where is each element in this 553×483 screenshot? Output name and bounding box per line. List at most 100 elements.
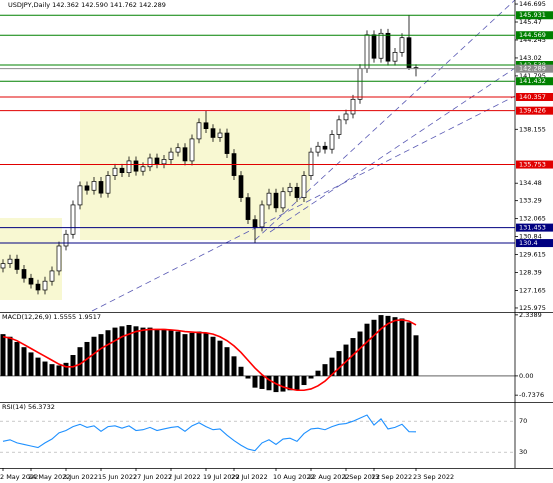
x-tick-label: 24 May 2022	[28, 473, 70, 481]
level-label: 145.931	[519, 11, 546, 19]
macd-bar	[168, 330, 174, 376]
x-tick-label: 23 Sep 2022	[413, 473, 454, 481]
candle-body	[287, 186, 293, 193]
level-label: 140.357	[519, 93, 546, 101]
macd-bar	[35, 357, 41, 376]
macd-bar	[343, 344, 349, 376]
candle-body	[406, 37, 412, 68]
macd-bar	[203, 332, 209, 376]
macd-bar	[77, 347, 83, 376]
candle-body	[189, 138, 195, 162]
candle-body	[210, 128, 216, 138]
candle-body	[98, 181, 104, 194]
candle-body	[21, 269, 27, 279]
x-tick-label: 2 May 2022	[0, 473, 38, 481]
candle-body	[7, 258, 13, 264]
y-tick-label: 128.39	[519, 269, 542, 277]
candle-body	[336, 119, 342, 135]
candle-body	[119, 167, 125, 173]
candle-body	[238, 175, 244, 198]
candle-body	[217, 132, 223, 138]
candle-body	[105, 175, 111, 194]
macd-bar	[280, 375, 286, 392]
macd-bar	[56, 365, 62, 376]
macd-bar	[70, 355, 76, 376]
candle-body	[294, 186, 300, 198]
y-tick-label: 129.615	[519, 251, 546, 259]
candle-body	[322, 145, 328, 150]
level-label: 139.426	[519, 107, 546, 115]
trendline	[254, 0, 516, 241]
macd-bar	[413, 335, 419, 376]
y-tick-label: 2.3389	[519, 311, 542, 319]
y-tick-label: 127.165	[519, 287, 546, 295]
macd-bar	[154, 328, 160, 376]
candle-body	[112, 167, 118, 176]
candle-body	[392, 52, 398, 62]
y-tick-label: 0.00	[519, 372, 533, 380]
y-tick-label: 130.84	[519, 233, 542, 241]
macd-bar	[357, 331, 363, 376]
macd-bar	[196, 331, 202, 376]
y-tick-label: 70	[519, 417, 527, 425]
candle-body	[56, 245, 62, 272]
candle-body	[357, 68, 363, 100]
macd-bar	[329, 357, 335, 376]
macd-title: MACD(12,26,9) 1.5555 1.9517	[2, 313, 101, 321]
macd-bar	[63, 362, 69, 376]
y-tick-label: 133.29	[519, 197, 542, 205]
candle-body	[329, 134, 335, 150]
y-tick-label: 143.02	[519, 54, 542, 62]
macd-bar	[245, 375, 251, 379]
candle-body	[399, 37, 405, 53]
level-label: 130.4	[519, 239, 538, 247]
macd-bar	[7, 336, 13, 376]
x-tick-label: 19 Jul 2022	[203, 473, 240, 481]
level-label-box	[516, 239, 553, 248]
macd-bar	[98, 334, 104, 376]
candle-body	[84, 185, 90, 191]
y-tick-label: 125.975	[519, 304, 546, 312]
macd-bar	[21, 347, 27, 376]
x-tick-label: 10 Aug 2022	[273, 473, 315, 481]
candle-body	[77, 185, 83, 206]
candle-body	[245, 197, 251, 220]
level-label-box	[516, 11, 553, 20]
macd-bar	[350, 338, 356, 376]
macd-bar	[105, 330, 111, 376]
y-tick-label: 141.795	[519, 72, 546, 80]
macd-bar	[259, 375, 265, 389]
candle-body	[175, 147, 181, 153]
macd-bar	[42, 361, 48, 376]
macd-bar	[126, 325, 132, 376]
x-tick-label: 3 Jun 2022	[63, 473, 98, 481]
y-tick-label: 132.065	[519, 215, 546, 223]
macd-bar	[91, 336, 97, 376]
candle-body	[266, 192, 272, 206]
macd-bar	[189, 332, 195, 376]
y-tick-label: 134.48	[519, 179, 542, 187]
candle-body	[224, 132, 230, 154]
candle-body	[371, 34, 377, 59]
level-label: 131.453	[519, 224, 546, 232]
macd-bar	[210, 336, 216, 376]
candle-body	[385, 32, 391, 62]
level-label-box	[516, 93, 553, 102]
candle-body	[273, 192, 279, 209]
y-tick-label: 145.47	[519, 18, 542, 26]
level-label-box	[516, 64, 553, 73]
candle-body	[91, 181, 97, 191]
x-tick-label: 22 Aug 2022	[308, 473, 350, 481]
candle-body	[154, 157, 160, 165]
candle-body	[140, 166, 146, 172]
candle-body	[133, 160, 139, 172]
x-tick-label: 29 Jul 2022	[231, 473, 268, 481]
y-tick-label: 146.695	[519, 0, 546, 8]
macd-bar	[392, 317, 398, 376]
level-label: 142.289	[519, 65, 546, 73]
candle-body	[168, 151, 174, 160]
macd-bar	[336, 351, 342, 376]
x-tick-label: 13 Sep 2022	[371, 473, 412, 481]
y-tick-label: -0.7376	[519, 391, 544, 399]
x-tick-label: 15 Jun 2022	[98, 473, 137, 481]
